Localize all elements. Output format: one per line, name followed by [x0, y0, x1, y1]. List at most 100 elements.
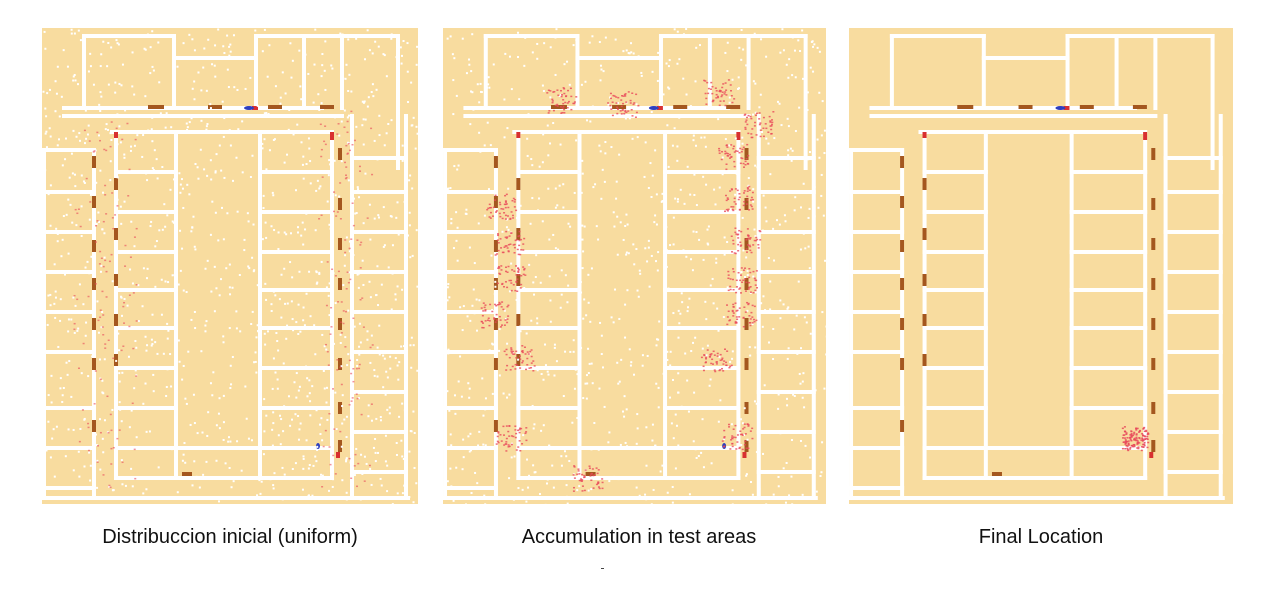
- particle: [524, 432, 527, 435]
- particle: [194, 162, 197, 165]
- particle: [222, 238, 225, 241]
- particle: [118, 380, 121, 383]
- particle: [149, 225, 152, 228]
- particle: [499, 434, 502, 436]
- particle: [60, 255, 63, 258]
- particle: [525, 368, 528, 371]
- particle: [500, 269, 503, 271]
- particle: [102, 40, 105, 43]
- particle: [307, 494, 310, 497]
- particle: [370, 334, 373, 337]
- particle: [757, 243, 760, 246]
- particle: [122, 345, 125, 347]
- particle: [576, 373, 579, 376]
- particle: [446, 286, 449, 289]
- floor-map-final: [849, 28, 1233, 504]
- particle: [628, 348, 631, 351]
- particle: [767, 142, 770, 145]
- particle: [255, 371, 258, 374]
- particle: [223, 176, 226, 179]
- particle: [742, 192, 745, 194]
- particle: [749, 245, 752, 248]
- door: [744, 358, 749, 370]
- particle: [746, 123, 749, 126]
- particle: [525, 106, 528, 109]
- particle: [1136, 447, 1139, 449]
- particle: [767, 341, 770, 344]
- particle: [627, 110, 630, 112]
- particle: [718, 147, 721, 150]
- particle: [354, 212, 357, 215]
- particle: [309, 160, 312, 163]
- particle: [364, 118, 367, 121]
- particle: [302, 319, 305, 322]
- particle: [389, 355, 392, 358]
- particle: [625, 49, 628, 52]
- particle: [709, 65, 712, 68]
- particle: [506, 364, 509, 367]
- particle: [333, 428, 336, 430]
- particle: [85, 230, 88, 233]
- door: [550, 105, 567, 109]
- particle: [74, 79, 77, 82]
- particle: [595, 483, 598, 486]
- particle: [175, 413, 178, 416]
- particle: [323, 387, 326, 390]
- particle: [789, 147, 792, 150]
- particle: [691, 269, 694, 272]
- particle: [254, 29, 257, 32]
- robot-marker: [1055, 106, 1066, 110]
- particle: [486, 86, 489, 89]
- particle: [95, 223, 98, 226]
- particle: [787, 125, 790, 128]
- particle: [264, 282, 267, 285]
- particle: [573, 387, 576, 390]
- particle: [804, 247, 807, 250]
- particle: [701, 418, 704, 421]
- particle: [121, 483, 124, 486]
- particle: [515, 239, 518, 241]
- particle: [478, 430, 481, 433]
- door: [900, 420, 905, 432]
- door: [114, 178, 118, 190]
- particle: [560, 95, 563, 98]
- particle: [203, 114, 206, 117]
- particle: [572, 474, 575, 476]
- particle: [471, 91, 474, 94]
- particle: [150, 338, 153, 341]
- particle: [1142, 443, 1145, 446]
- particle: [514, 198, 517, 201]
- particle: [504, 201, 507, 203]
- particle: [143, 47, 146, 50]
- particle: [501, 230, 504, 233]
- particle: [732, 239, 735, 242]
- particle: [584, 469, 587, 471]
- particle: [528, 263, 531, 266]
- particle: [152, 373, 155, 376]
- particle: [492, 206, 495, 209]
- particle: [161, 228, 164, 231]
- particle: [731, 208, 734, 211]
- particle: [264, 221, 267, 224]
- particle: [93, 466, 96, 469]
- particle: [268, 149, 271, 152]
- particle: [515, 216, 518, 219]
- particle: [782, 49, 785, 52]
- particle: [218, 144, 221, 147]
- particle: [763, 384, 766, 387]
- particle: [785, 461, 788, 464]
- particle: [796, 352, 799, 355]
- particle: [402, 457, 405, 460]
- particle: [351, 202, 354, 204]
- particle: [314, 455, 317, 458]
- particle: [468, 246, 471, 249]
- door: [92, 196, 96, 208]
- particle: [83, 465, 86, 468]
- particle: [270, 303, 273, 306]
- particle: [635, 442, 638, 445]
- particle: [727, 289, 730, 292]
- particle: [675, 476, 678, 479]
- particle: [375, 417, 378, 420]
- particle: [735, 448, 738, 450]
- particle: [350, 372, 353, 375]
